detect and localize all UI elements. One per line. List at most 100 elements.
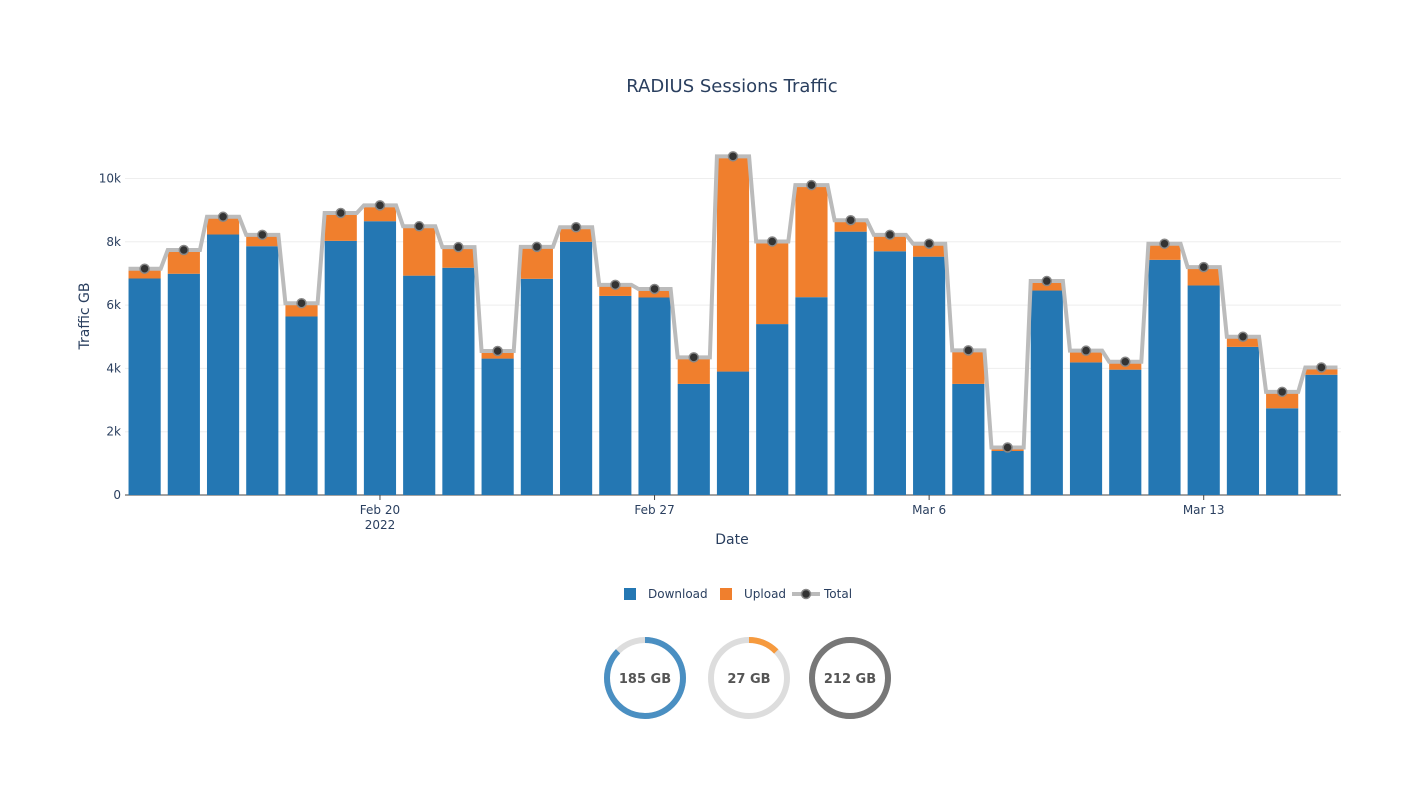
upload-bar: [1187, 267, 1220, 286]
total-point: [453, 241, 464, 253]
total-point: [688, 352, 700, 363]
chart-title: RADIUS Sessions Traffic: [626, 76, 837, 97]
total-point: [178, 244, 190, 256]
gauge-1: 185 GB: [604, 637, 686, 719]
upload-bar: [520, 246, 553, 279]
upload-bar: [1266, 391, 1299, 409]
legend-item-download[interactable]: Download: [624, 587, 708, 601]
total-point: [963, 345, 974, 356]
upload-bar: [403, 226, 436, 276]
gauge-label: 27 GB: [727, 672, 770, 687]
download-bar: [206, 234, 240, 496]
download-bar: [1266, 408, 1299, 495]
legend-item-upload[interactable]: Upload: [720, 587, 786, 601]
total-point: [413, 221, 425, 232]
download-bar: [1305, 374, 1338, 495]
total-point: [1120, 356, 1131, 367]
download-bar: [1069, 362, 1103, 495]
upload-bar: [363, 205, 397, 222]
x-tick-label: Feb 20: [360, 503, 400, 517]
upload-bar: [1148, 243, 1181, 260]
x-tick-sublabel: 2022: [365, 518, 396, 532]
gauge-fill: [604, 637, 686, 719]
total-point: [257, 229, 268, 241]
total-point: [1237, 331, 1249, 342]
gauge-label: 185 GB: [619, 672, 671, 687]
download-bar: [873, 251, 906, 495]
gauge-fill: [708, 637, 790, 719]
y-axis-title: Traffic GB: [77, 283, 93, 351]
total-point: [139, 263, 150, 274]
x-tick-label: Mar 13: [1183, 503, 1225, 517]
download-bar: [363, 221, 397, 496]
summary-gauges: 185 GB 27 GB 212 GB: [604, 637, 891, 719]
upload-bar: [795, 185, 828, 298]
download-bar: [1030, 290, 1063, 495]
download-bar: [834, 231, 867, 495]
legend: Download Upload Total: [624, 587, 852, 601]
gauge-fill: [809, 637, 891, 719]
total-point: [923, 238, 935, 249]
upload-bar: [1069, 350, 1103, 363]
upload-bar: [560, 227, 593, 242]
total-line: [128, 151, 1338, 453]
y-tick-label: 4k: [106, 361, 121, 375]
x-tick-label: Mar 6: [912, 503, 946, 517]
gauge-2: 27 GB: [708, 637, 790, 719]
total-point: [217, 211, 229, 223]
download-bar: [520, 278, 553, 495]
y-tick-label: 0: [113, 488, 121, 502]
download-bar: [442, 267, 475, 495]
total-point: [1080, 345, 1092, 356]
y-tick-label: 6k: [106, 298, 121, 312]
x-axis-title: Date: [715, 532, 748, 548]
total-point: [1041, 275, 1053, 287]
gauge-label: 212 GB: [824, 672, 876, 687]
upload-bar: [913, 243, 946, 257]
y-tick-label: 8k: [106, 235, 121, 249]
upload-bar: [206, 216, 240, 235]
download-bar: [1226, 346, 1260, 495]
total-point: [806, 179, 817, 191]
total-point: [296, 297, 307, 309]
total-point: [766, 236, 778, 247]
upload-bar: [285, 303, 318, 317]
y-axis-ticks: 0 2k 4k 6k 8k 10k: [99, 171, 121, 502]
legend-swatch: [720, 588, 732, 600]
download-bar: [716, 371, 750, 495]
download-bar: [167, 273, 200, 495]
download-bar: [991, 451, 1024, 495]
legend-item-total[interactable]: Total: [792, 587, 852, 601]
total-point: [1316, 362, 1327, 373]
total-point: [492, 345, 503, 357]
total-point: [335, 207, 346, 219]
upload-bar: [952, 350, 985, 384]
total-point: [610, 279, 621, 291]
gauge-3: 212 GB: [809, 637, 891, 719]
total-point: [374, 200, 386, 211]
download-bar: [246, 246, 279, 495]
upload-bar: [873, 234, 906, 252]
total-point: [1276, 386, 1288, 398]
total-point: [1198, 261, 1209, 273]
bars: [128, 156, 1338, 496]
upload-bar: [167, 250, 200, 274]
download-bar: [913, 256, 946, 495]
download-bar: [1148, 259, 1181, 495]
x-tick-label: Feb 27: [634, 503, 674, 517]
total-point: [1002, 442, 1013, 453]
total-point: [531, 241, 543, 253]
download-bar: [795, 297, 828, 495]
total-point: [845, 215, 856, 226]
download-bar: [324, 240, 357, 495]
download-bar: [481, 358, 514, 495]
upload-bar: [716, 156, 750, 372]
upload-bar: [756, 241, 789, 325]
total-point: [884, 229, 896, 241]
total-point: [1159, 238, 1170, 249]
download-bar: [1187, 285, 1220, 495]
legend-label: Download: [648, 587, 708, 601]
legend-swatch: [624, 588, 636, 600]
legend-label: Total: [823, 587, 852, 601]
